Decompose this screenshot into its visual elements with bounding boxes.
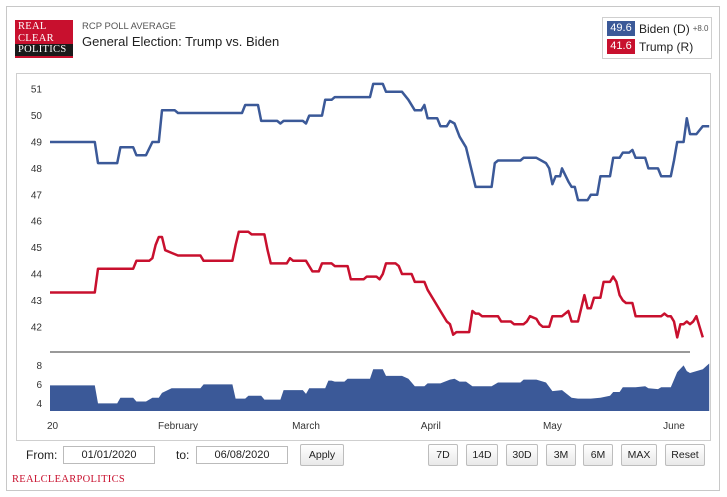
to-label: to: [176, 448, 190, 462]
y-tick-label-42: 42 [31, 322, 43, 333]
chart-supertitle: RCP POLL AVERAGE [82, 21, 176, 32]
to-date-input[interactable] [196, 446, 288, 464]
y-tick-label-49: 49 [31, 138, 43, 149]
navigator-y-tick-6: 6 [36, 380, 42, 391]
series-line-trump [50, 230, 704, 339]
x-tick-label-may: May [543, 421, 562, 432]
apply-button[interactable]: Apply [300, 444, 344, 466]
y-tick-label-46: 46 [31, 217, 43, 228]
y-tick-label-44: 44 [31, 270, 43, 281]
chart-title: General Election: Trump vs. Biden [82, 34, 280, 49]
reset-button[interactable]: Reset [665, 444, 705, 466]
plot-area: 42 43 44 45 46 47 48 49 50 51 4 6 8 20 February March Ap… [16, 73, 711, 441]
from-date-input[interactable] [63, 446, 155, 464]
footer-brand[interactable]: REALCLEARPOLITICS [12, 474, 126, 485]
range-3m-button[interactable]: 3M [546, 444, 576, 466]
y-tick-label-48: 48 [31, 164, 43, 175]
trump-label: Trump (R) [639, 39, 694, 54]
x-tick-label-june: June [663, 421, 685, 432]
navigator-y-tick-8: 8 [36, 361, 42, 372]
logo-line-1: REAL [18, 21, 47, 32]
rcp-logo[interactable]: REAL CLEAR POLITICS [15, 20, 73, 58]
logo-line-3: POLITICS [15, 44, 73, 56]
y-tick-label-45: 45 [31, 243, 43, 254]
range-6m-button[interactable]: 6M [583, 444, 613, 466]
navigator-area [50, 363, 710, 411]
trump-value-badge: 41.6 [607, 39, 635, 54]
range-14d-button[interactable]: 14D [466, 444, 498, 466]
legend-item-trump[interactable]: 41.6 Trump (R) [607, 39, 693, 54]
logo-line-2: CLEAR [18, 32, 54, 44]
y-tick-label-47: 47 [31, 190, 43, 201]
x-tick-label-february: February [158, 421, 198, 432]
biden-label: Biden (D) [639, 21, 690, 36]
x-tick-label-march: March [292, 421, 320, 432]
x-tick-label-april: April [421, 421, 441, 432]
range-max-button[interactable]: MAX [621, 444, 657, 466]
y-tick-label-50: 50 [31, 111, 43, 122]
legend-item-biden[interactable]: 49.6 Biden (D) +8.0 [607, 21, 708, 36]
biden-value-badge: 49.6 [607, 21, 635, 36]
from-label: From: [26, 448, 58, 462]
date-range-controls: From: to: Apply 7D 14D 30D 3M 6M MAX Res… [16, 440, 709, 470]
y-tick-label-43: 43 [31, 296, 43, 307]
legend: 49.6 Biden (D) +8.0 41.6 Trump (R) [602, 17, 712, 59]
range-7d-button[interactable]: 7D [428, 444, 458, 466]
biden-spread: +8.0 [692, 24, 709, 33]
navigator-y-tick-4: 4 [36, 399, 42, 410]
range-30d-button[interactable]: 30D [506, 444, 538, 466]
y-tick-label-51: 51 [31, 85, 43, 96]
x-tick-label-20: 20 [47, 421, 59, 432]
series-line-biden [50, 82, 710, 202]
